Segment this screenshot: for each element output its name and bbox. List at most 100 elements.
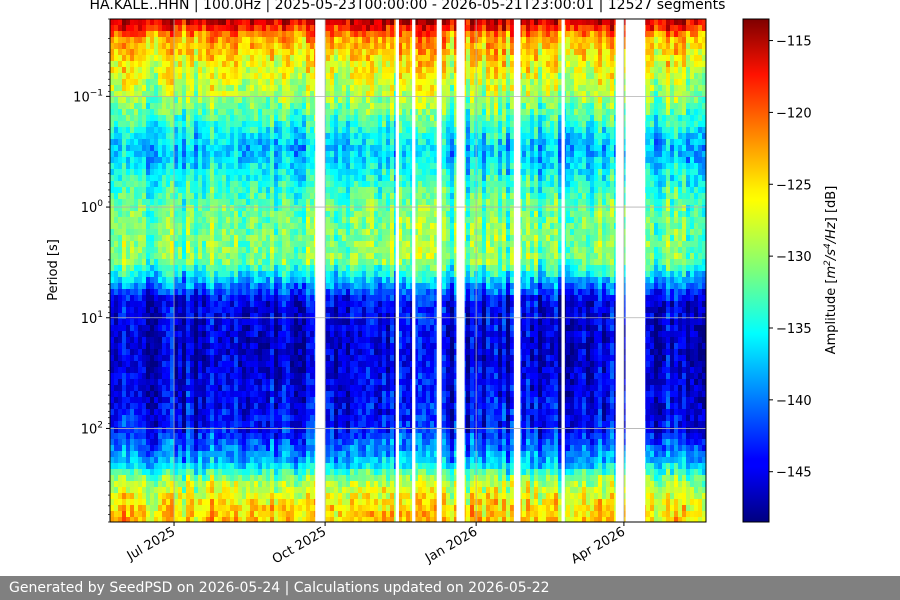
heatmap-cell	[302, 73, 307, 80]
heatmap-cell	[234, 253, 239, 260]
heatmap-cell	[230, 79, 235, 86]
heatmap-cell	[178, 349, 183, 356]
heatmap-cell	[294, 73, 299, 80]
heatmap-cell	[278, 55, 283, 62]
heatmap-cell	[250, 169, 255, 176]
heatmap-cell	[298, 331, 303, 338]
heatmap-cell	[198, 283, 203, 290]
heatmap-cell	[190, 37, 195, 44]
heatmap-cell	[286, 451, 291, 458]
heatmap-cell	[214, 457, 219, 464]
heatmap-cell	[130, 373, 135, 380]
heatmap-cell	[346, 19, 351, 26]
heatmap-cell	[198, 145, 203, 152]
heatmap-cell	[246, 265, 251, 272]
heatmap-cell	[290, 493, 295, 500]
heatmap-cell	[282, 37, 287, 44]
heatmap-cell	[210, 115, 215, 122]
heatmap-cell	[274, 163, 279, 170]
heatmap-cell	[246, 85, 251, 92]
heatmap-cell	[146, 289, 151, 296]
heatmap-cell	[334, 355, 339, 362]
heatmap-cell	[182, 253, 187, 260]
heatmap-cell	[222, 421, 227, 428]
heatmap-cell	[126, 391, 131, 398]
heatmap-cell	[206, 67, 211, 74]
heatmap-cell	[122, 481, 127, 488]
heatmap-cell	[334, 37, 339, 44]
heatmap-cell	[182, 475, 187, 482]
heatmap-cell	[294, 235, 299, 242]
heatmap-cell	[250, 397, 255, 404]
heatmap-cell	[198, 511, 203, 518]
heatmap-cell	[226, 109, 231, 116]
heatmap-cell	[258, 409, 263, 416]
heatmap-cell	[154, 97, 159, 104]
heatmap-cell	[274, 439, 279, 446]
heatmap-cell	[258, 349, 263, 356]
heatmap-cell	[138, 199, 143, 206]
heatmap-cell	[150, 43, 155, 50]
heatmap-cell	[270, 133, 275, 140]
heatmap-cell	[262, 187, 267, 194]
heatmap-cell	[342, 313, 347, 320]
heatmap-cell	[274, 277, 279, 284]
heatmap-cell	[198, 385, 203, 392]
heatmap-cell	[282, 439, 287, 446]
heatmap-cell	[162, 421, 167, 428]
heatmap-cell	[346, 139, 351, 146]
heatmap-cell	[206, 403, 211, 410]
heatmap-cell	[254, 493, 259, 500]
heatmap-cell	[258, 385, 263, 392]
heatmap-cell	[110, 301, 115, 308]
heatmap-cell	[166, 127, 171, 134]
heatmap-cell	[270, 307, 275, 314]
heatmap-cell	[230, 67, 235, 74]
heatmap-cell	[290, 379, 295, 386]
heatmap-cell	[178, 49, 183, 56]
heatmap-cell	[262, 379, 267, 386]
heatmap-cell	[290, 355, 295, 362]
heatmap-cell	[270, 193, 275, 200]
heatmap-cell	[270, 487, 275, 494]
heatmap-cell	[150, 403, 155, 410]
heatmap-cell	[334, 25, 339, 32]
heatmap-cell	[246, 391, 251, 398]
heatmap-cell	[210, 349, 215, 356]
heatmap-cell	[206, 181, 211, 188]
heatmap-cell	[230, 409, 235, 416]
heatmap-cell	[130, 103, 135, 110]
heatmap-cell	[186, 499, 191, 506]
heatmap-cell	[114, 301, 119, 308]
heatmap-cell	[146, 31, 151, 38]
heatmap-cell	[230, 115, 235, 122]
heatmap-cell	[242, 175, 247, 182]
heatmap-cell	[302, 145, 307, 152]
heatmap-cell	[222, 223, 227, 230]
heatmap-cell	[110, 127, 115, 134]
heatmap-cell	[170, 37, 175, 44]
heatmap-cell	[202, 349, 207, 356]
heatmap-cell	[326, 289, 331, 296]
heatmap-cell	[118, 49, 123, 56]
heatmap-cell	[246, 31, 251, 38]
heatmap-cell	[306, 283, 311, 290]
heatmap-cell	[118, 73, 123, 80]
heatmap-cell	[142, 223, 147, 230]
heatmap-cell	[326, 421, 331, 428]
heatmap-cell	[150, 415, 155, 422]
heatmap-cell	[114, 289, 119, 296]
heatmap-cell	[186, 163, 191, 170]
heatmap-cell	[222, 229, 227, 236]
heatmap-cell	[218, 91, 223, 98]
heatmap-cell	[234, 313, 239, 320]
heatmap-cell	[142, 355, 147, 362]
heatmap-cell	[258, 121, 263, 128]
heatmap-cell	[142, 199, 147, 206]
heatmap-cell	[178, 199, 183, 206]
heatmap-cell	[298, 355, 303, 362]
heatmap-cell	[306, 169, 311, 176]
heatmap-cell	[118, 385, 123, 392]
heatmap-cell	[218, 451, 223, 458]
heatmap-cell	[306, 433, 311, 440]
